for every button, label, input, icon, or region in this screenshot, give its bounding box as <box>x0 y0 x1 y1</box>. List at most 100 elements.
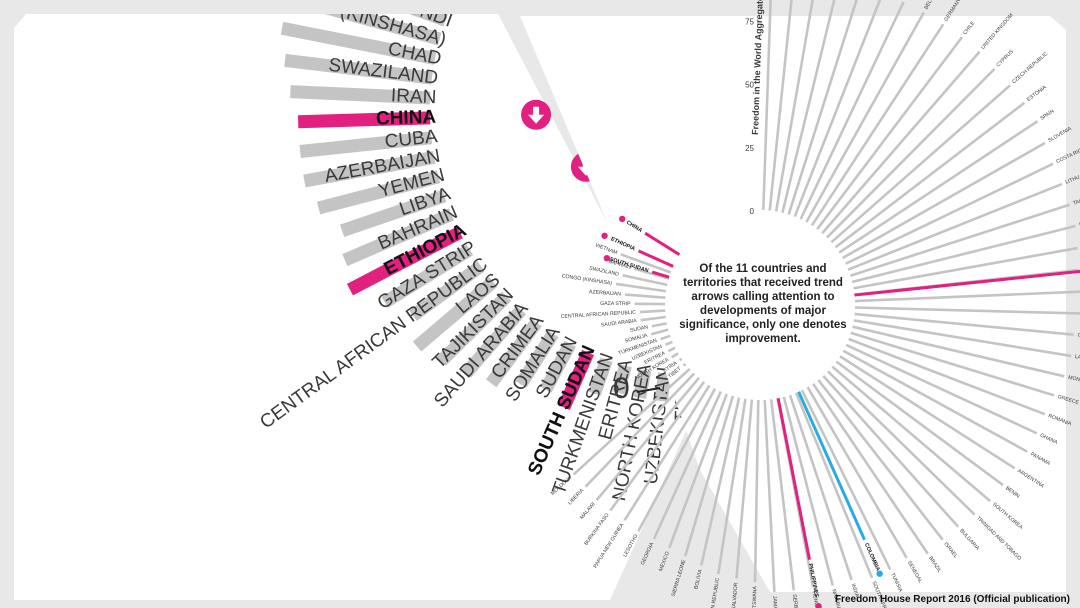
overview-bar-chile <box>816 36 963 230</box>
overview-bar-vietnam <box>620 253 672 274</box>
overview-bar-eritrea <box>667 346 676 353</box>
overview-bar-belgium <box>805 11 925 223</box>
overview-bar-moldova <box>572 367 691 476</box>
decline-arrow-icon <box>521 99 552 130</box>
overview-label-latvia: LATVIA <box>1074 354 1080 363</box>
overview-bar-portugal <box>774 0 814 212</box>
detail-zero-label: 0 <box>613 372 630 405</box>
overview-bar-croatia <box>854 312 1074 336</box>
overview-bar-germany <box>810 23 945 227</box>
overview-bar-greece <box>850 331 1055 397</box>
overview-bar-czech-republic <box>830 84 1011 244</box>
overview-label-belgium: BELGIUM <box>923 0 940 11</box>
overview-bar-namibia <box>782 396 835 586</box>
detail-bar-sudan <box>539 340 576 393</box>
overview-axis-tick-75: 75 <box>745 17 754 26</box>
overview-bar-brazil <box>812 383 929 555</box>
overview-label-sierra-leone: SIERRA LEONE <box>671 559 688 598</box>
overview-bar-bolivia <box>700 397 741 566</box>
detail-panel-bg <box>14 14 700 600</box>
overview-bar-latvia <box>853 319 1072 358</box>
overview-label-dominican-republic: DOMINICAN REPUBLIC <box>706 577 721 608</box>
overview-bar-austria <box>799 1 905 220</box>
overview-bar-south-africa <box>794 392 874 579</box>
overview-trend-bar-china <box>644 231 681 256</box>
overview-bar-mexico <box>667 393 728 549</box>
detail-bar-go-kinshasa <box>279 14 442 46</box>
detail-bar-libya <box>340 189 447 237</box>
overview-bar-syria <box>678 357 683 362</box>
overview-label-bolivia: BOLIVIA <box>693 568 703 590</box>
overview-bar-france <box>851 224 1076 284</box>
overview-center-disc <box>669 214 851 396</box>
overview-trend-bar-philippines <box>776 397 811 560</box>
overview-bar-ghana <box>845 343 1038 435</box>
overview-label-mongolia: MONGOLIA <box>1067 375 1080 387</box>
trend-annotation: Of the 11 countries and territories that… <box>679 263 847 345</box>
overview-bar-cyprus <box>826 67 996 239</box>
detail-bar-tajikistan <box>436 291 512 366</box>
overview-bar-el-salvador <box>735 399 754 579</box>
overview-bar-tunisia <box>800 389 892 571</box>
overview-panel: NEW ZEALANDDENMARKPORTUGALIRELANDJAPANSW… <box>520 0 1080 608</box>
overview-label-croatia: CROATIA <box>1077 332 1080 340</box>
detail-zero-tick <box>636 387 661 393</box>
overview-bar-benin <box>835 360 1004 487</box>
overview-bar-trinidad-and-tobago <box>827 370 976 516</box>
overview-bar-india <box>788 394 853 581</box>
overview-bar-liberia <box>584 372 696 488</box>
overview-label-sudan: SUDAN <box>630 324 649 333</box>
overview-bar-senegal <box>806 386 908 559</box>
overview-bar-south-korea <box>831 365 992 503</box>
overview-bar-taiwan <box>849 203 1070 277</box>
overview-axis-label: Freedom in the World Aggregate <box>750 0 765 135</box>
overview-label-el-salvador: EL SALVADOR <box>730 582 739 608</box>
overview-bar-turkmenistan <box>660 334 671 341</box>
decline-arrow-icon <box>603 254 611 262</box>
overview-bar-botswana <box>753 399 760 583</box>
source-credit: Freedom House Report 2016 (Official publ… <box>834 594 1070 605</box>
overview-label-namibia: NAMIBIA <box>830 589 841 608</box>
detail-bar-central-african-republic <box>409 260 485 321</box>
overview-axis-tick-0: 0 <box>750 207 755 216</box>
overview-label-somalia: SOMALIA <box>624 333 648 345</box>
overview-bar-malawi <box>595 376 701 501</box>
detail-bar-vietnam <box>296 0 453 2</box>
overview-bar-jamaica <box>763 399 776 592</box>
detail-bar-somalia <box>515 330 559 388</box>
detail-bar-north-korea <box>633 368 652 399</box>
overview-bar-lithuania <box>847 182 1063 271</box>
overview-label-hungary: HUNGARY <box>811 591 822 608</box>
detail-bar-laos <box>412 276 498 352</box>
overview-bar-argentina <box>839 355 1016 470</box>
overview-bar-estonia <box>834 101 1026 249</box>
detail-bar-yemen <box>316 170 441 215</box>
overview-bar-swaziland <box>622 273 668 287</box>
detail-bar-cuba <box>299 131 433 158</box>
detail-panel: SYRIATIBETUZBEKISTANNORTH KOREAERITREATU… <box>14 0 716 600</box>
overview-bar-bulgaria <box>822 374 960 528</box>
overview-bar-burkina-faso <box>609 381 706 512</box>
overview-bar-somalia <box>650 328 669 336</box>
overview-bar-uzbekistan <box>664 340 673 346</box>
overview-bar-georgia <box>652 390 722 540</box>
overview-label-jamaica: JAMAICA <box>771 596 778 608</box>
detail-bar-eritrea <box>611 364 632 395</box>
detail-bar-iran <box>290 85 431 105</box>
detail-label-china: CHINA <box>376 107 437 130</box>
overview-trend-bar-poland <box>854 269 1080 297</box>
improve-arrow-icon <box>876 570 883 577</box>
detail-bar-uzbekistan <box>654 372 671 402</box>
overview-bar-israel <box>817 379 944 541</box>
detail-bar-china <box>297 111 431 129</box>
detail-bar-chad <box>280 21 437 65</box>
overview-bar-united-kingdom <box>821 50 981 235</box>
detail-bar-azerbaijan <box>303 150 436 188</box>
overview-label-serbia: SERBIA <box>791 594 799 608</box>
overview-label-botswana: BOTSWANA <box>752 586 759 608</box>
overview-bar-azerbaijan <box>624 293 666 299</box>
overview-bar-congo-kinshasa <box>615 282 667 293</box>
detail-label-vietnam: VIETNAM <box>377 0 463 13</box>
overview-axis-tick-25: 25 <box>745 144 754 153</box>
